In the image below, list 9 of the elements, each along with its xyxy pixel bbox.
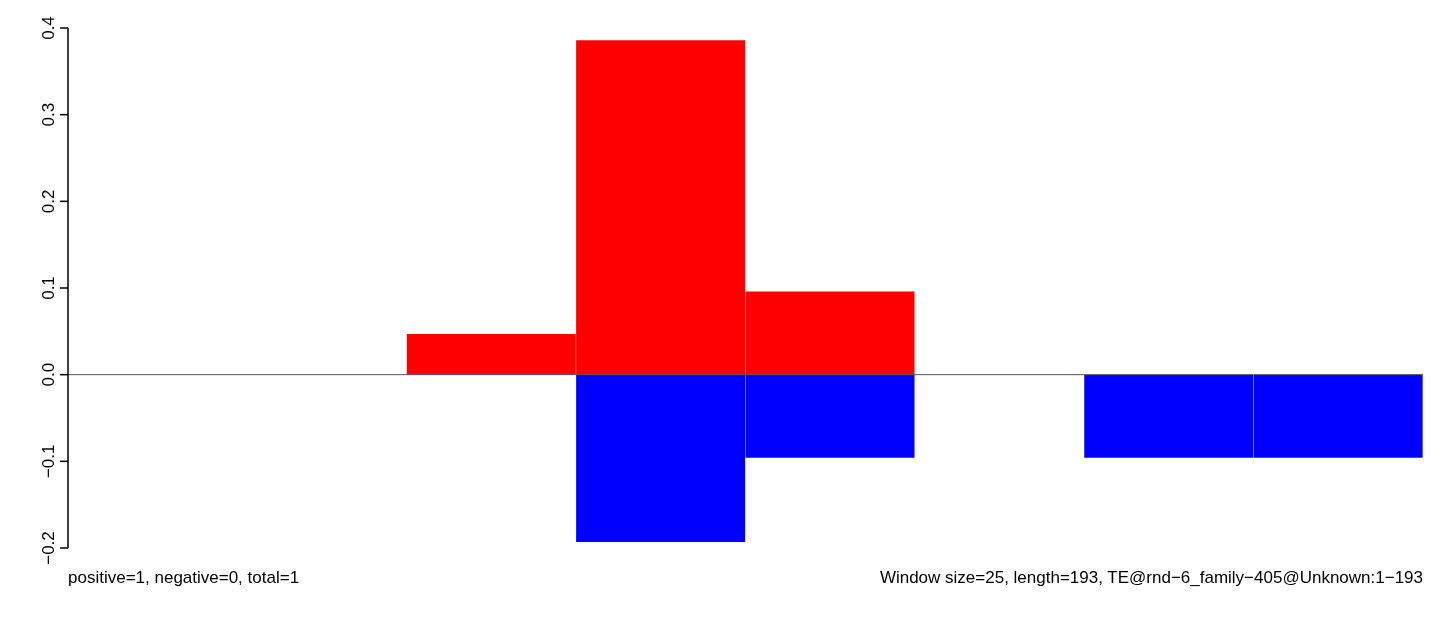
y-tick-label: 0.3 xyxy=(39,102,58,127)
text: positive=1, negative=0, total=1 xyxy=(68,568,300,588)
y-tick-label: −0.2 xyxy=(39,531,58,565)
y-tick-label: 0.4 xyxy=(39,16,58,40)
y-tick-label: −0.1 xyxy=(39,444,58,479)
y-tick-label: 0.0 xyxy=(39,362,58,387)
y-tick-label: 0.1 xyxy=(39,276,58,300)
text: Window size=25, length=193, TE@rnd−6_family−405@Unknown:1−193 xyxy=(879,568,1423,588)
y-tick-label: 0.2 xyxy=(39,189,58,214)
